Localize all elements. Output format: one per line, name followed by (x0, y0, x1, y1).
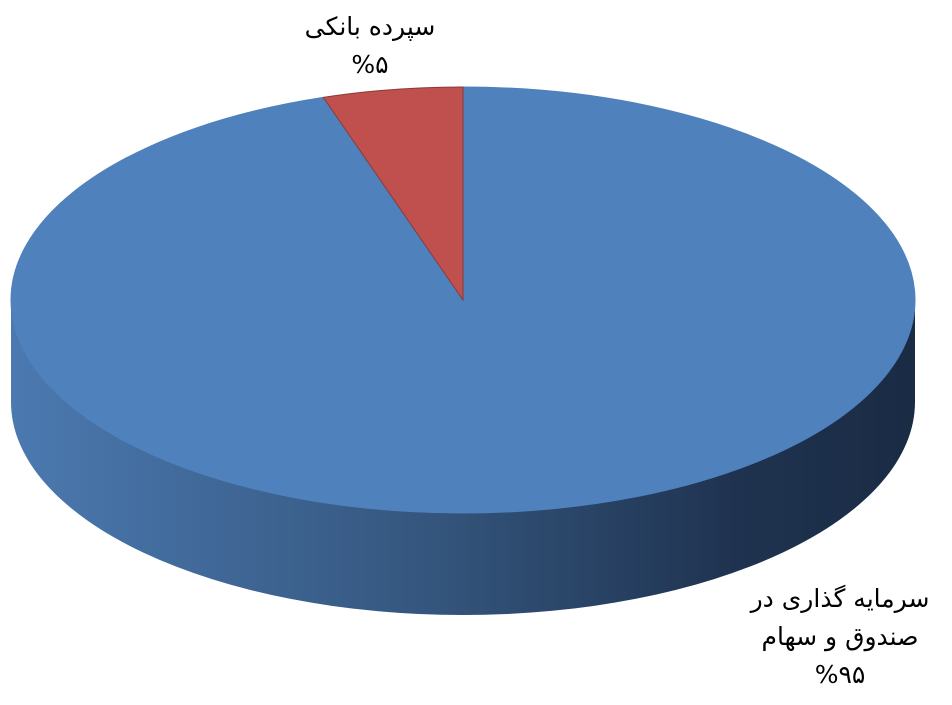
slice-label-investment: سرمایه گذاری در صندوق و سهام %۹۵ (730, 580, 950, 694)
slice-value-bank-deposit: %۵ (351, 50, 389, 79)
pie-slice-investment (10, 86, 916, 514)
slice-label-bank-deposit: سپرده بانکی %۵ (285, 8, 455, 84)
slice-label-bank-deposit-text: سپرده بانکی (304, 12, 436, 41)
slice-label-investment-line-1: سرمایه گذاری در (750, 584, 930, 613)
slice-value-investment: %۹۵ (814, 660, 866, 689)
pie-side-wall (11, 300, 915, 615)
slice-label-investment-line-2: صندوق و سهام (761, 622, 919, 651)
pie-slice-bank-deposit (322, 86, 464, 302)
